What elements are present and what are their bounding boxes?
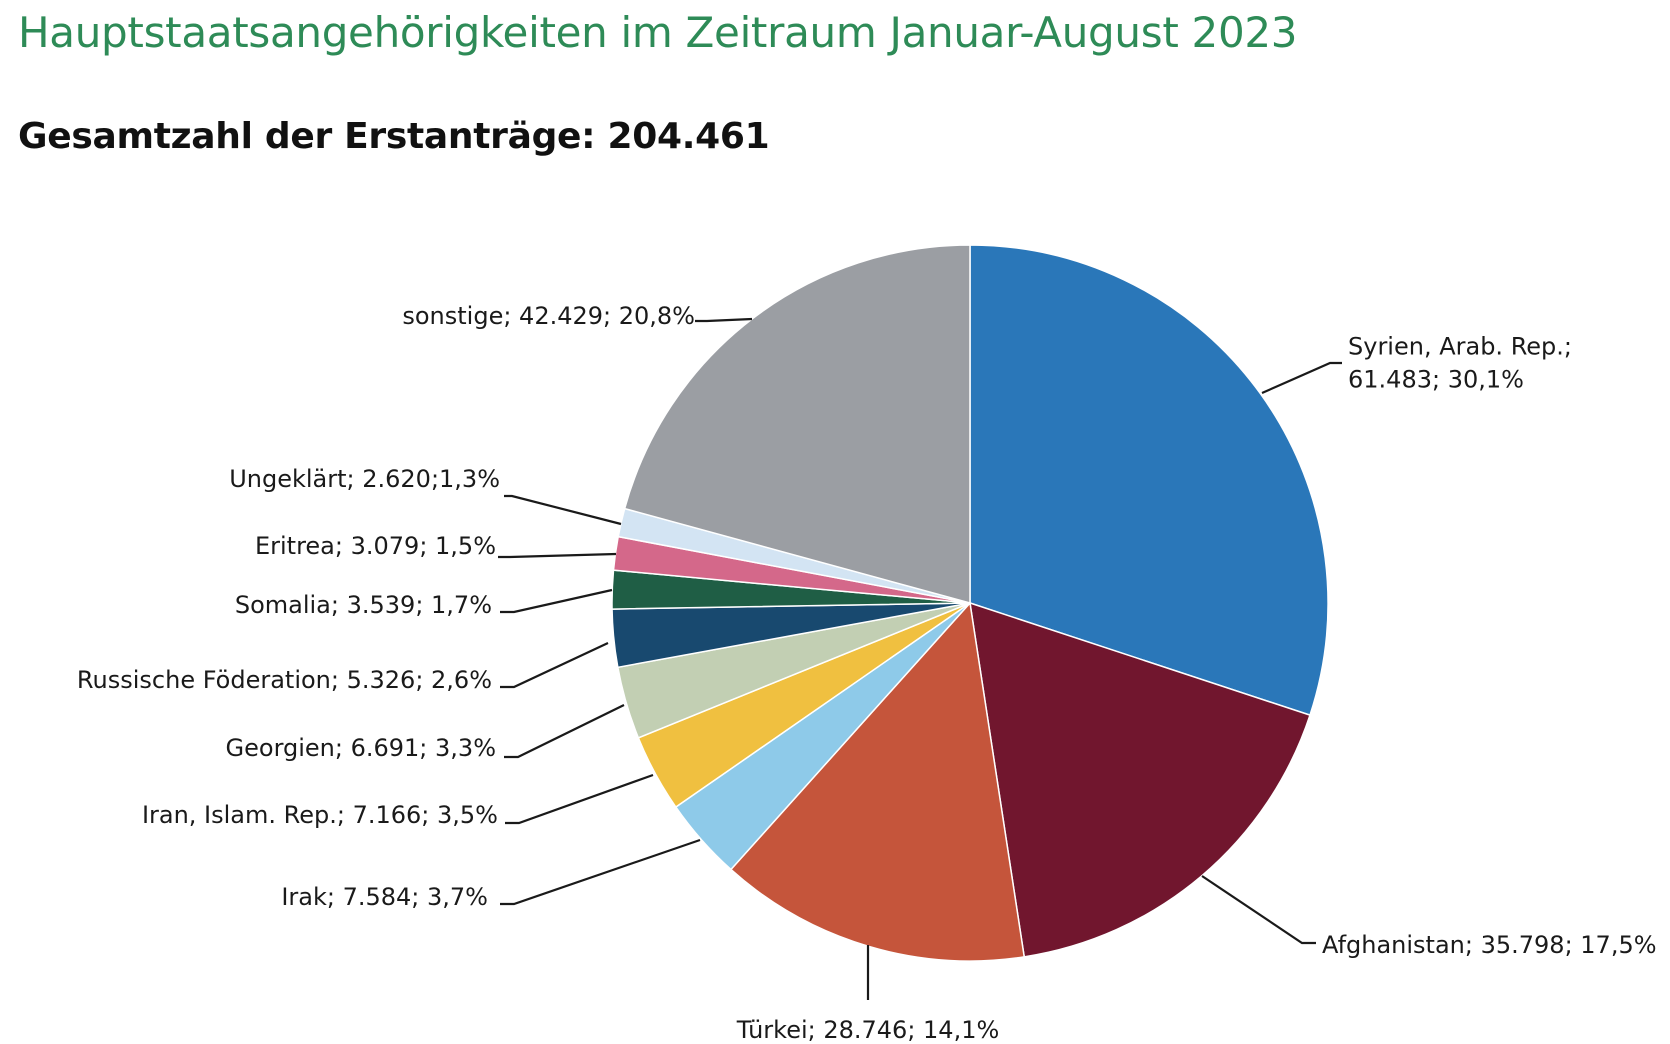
slice-label-russland: Russische Föderation; 5.326; 2,6% xyxy=(77,666,492,694)
leader-line-afghanistan xyxy=(1201,875,1316,945)
leader-line-sonstige xyxy=(695,317,753,323)
pie-slices xyxy=(611,244,1329,962)
slice-label-line: Russische Föderation; 5.326; 2,6% xyxy=(77,666,492,694)
slice-label-line: Afghanistan; 35.798; 17,5% xyxy=(1322,931,1657,959)
slice-label-irak: Irak; 7.584; 3,7% xyxy=(281,883,488,911)
slice-label-line: Türkei; 28.746; 14,1% xyxy=(736,1016,1000,1044)
slice-label-iran: Iran, Islam. Rep.; 7.166; 3,5% xyxy=(142,801,498,829)
pie-slice-afghanistan xyxy=(969,601,1311,958)
slice-label-tuerkei: Türkei; 28.746; 14,1% xyxy=(736,1016,1000,1044)
pie-slice-syrien xyxy=(969,244,1329,717)
slice-label-sonstige: sonstige; 42.429; 20,8% xyxy=(402,302,695,330)
slice-label-line: Eritrea; 3.079; 1,5% xyxy=(255,532,496,560)
leader-lines xyxy=(498,317,1342,1000)
slice-label-line: Somalia; 3.539; 1,7% xyxy=(235,591,492,619)
slice-label-line: Georgien; 6.691; 3,3% xyxy=(226,734,496,762)
slice-label-line: 61.483; 30,1% xyxy=(1348,366,1524,394)
slice-labels: Syrien, Arab. Rep.; 61.483; 30,1% Afghanis… xyxy=(77,302,1657,1044)
leader-line-eritrea xyxy=(498,552,617,559)
slice-label-line: sonstige; 42.429; 20,8% xyxy=(402,302,695,330)
slice-label-syrien: Syrien, Arab. Rep.; 61.483; 30,1% xyxy=(1348,333,1572,394)
leader-line-syrien xyxy=(1261,361,1342,395)
leader-line-somalia xyxy=(500,588,613,614)
slice-label-somalia: Somalia; 3.539; 1,7% xyxy=(235,591,492,619)
leader-line-irak xyxy=(500,838,701,906)
slice-label-afghanistan: Afghanistan; 35.798; 17,5% xyxy=(1322,931,1657,959)
leader-line-ungeklaert xyxy=(504,494,622,526)
slice-label-line: Ungeklärt; 2.620;1,3% xyxy=(229,465,500,493)
leader-line-russland xyxy=(500,642,609,689)
slice-label-georgien: Georgien; 6.691; 3,3% xyxy=(226,734,496,762)
leader-line-iran xyxy=(505,773,654,825)
slice-label-line: Irak; 7.584; 3,7% xyxy=(281,883,488,911)
slice-label-line: Iran, Islam. Rep.; 7.166; 3,5% xyxy=(142,801,498,829)
slice-label-ungeklaert: Ungeklärt; 2.620;1,3% xyxy=(229,465,500,493)
slice-label-line: Syrien, Arab. Rep.; xyxy=(1348,333,1572,361)
chart-title: Hauptstaatsangehörigkeiten im Zeitraum J… xyxy=(18,8,1298,57)
leader-line-georgien xyxy=(504,704,625,759)
pie-slice-sonstige xyxy=(623,244,971,604)
chart-subtitle: Gesamtzahl der Erstanträge: 204.461 xyxy=(18,116,770,157)
slice-label-eritrea: Eritrea; 3.079; 1,5% xyxy=(255,532,496,560)
